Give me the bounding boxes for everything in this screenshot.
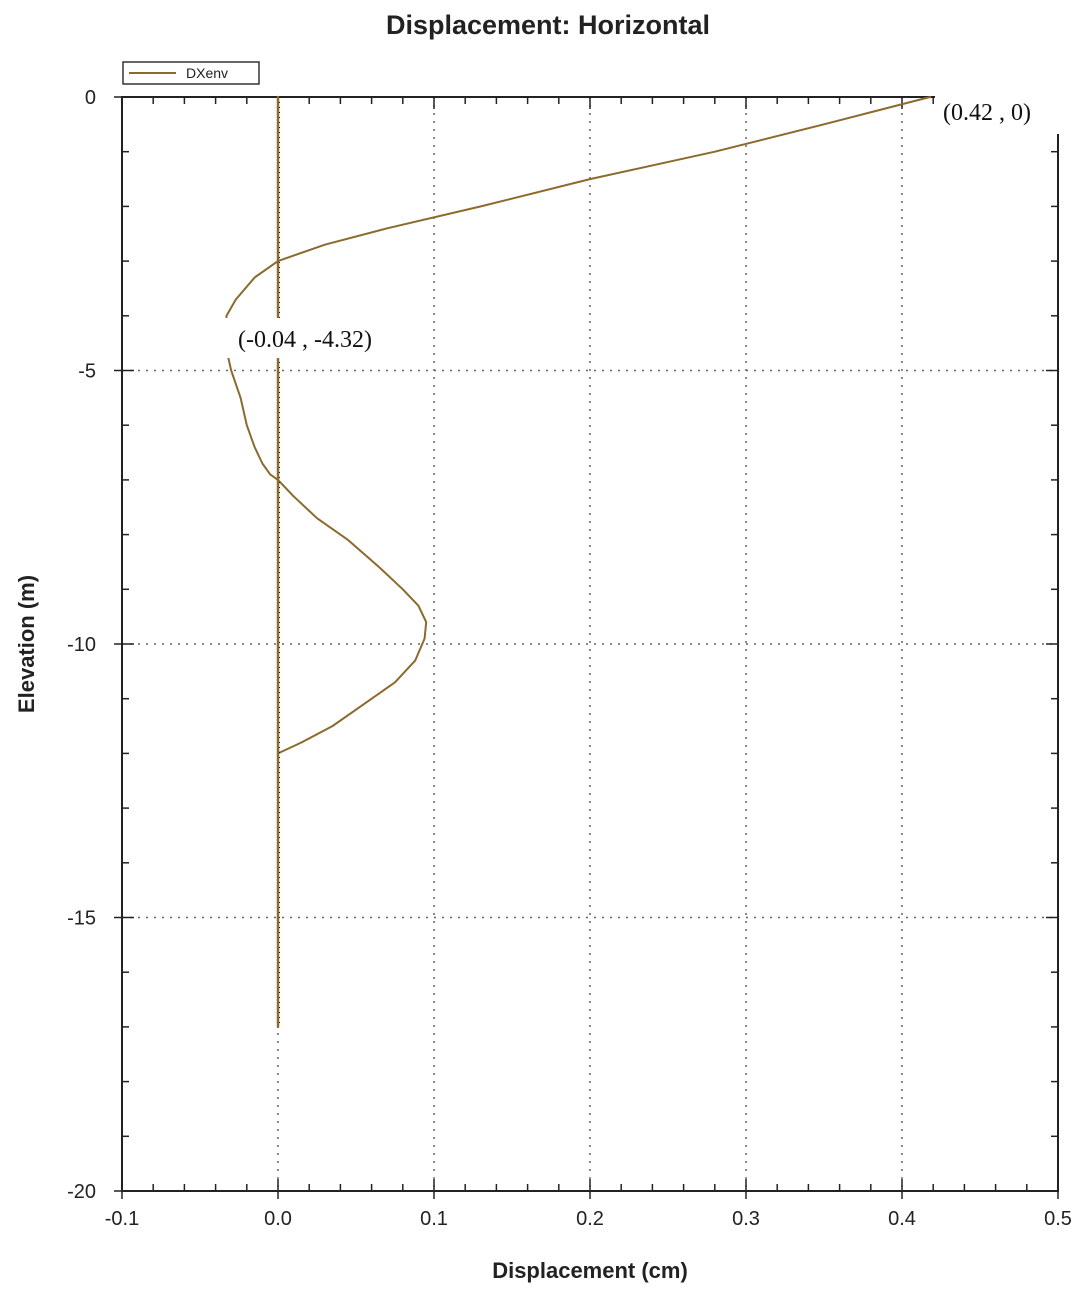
x-tick-label: 0.5 xyxy=(1044,1208,1072,1230)
x-axis-label: Displacement (cm) xyxy=(492,1258,688,1283)
x-tick-label: 0.2 xyxy=(576,1208,604,1230)
annotation-min-bg xyxy=(222,318,420,358)
y-tick-label: -10 xyxy=(67,634,96,656)
series-line-dxenv xyxy=(224,96,932,755)
annotation-max: (0.42 , 0) xyxy=(943,100,1031,126)
x-tick-label: -0.1 xyxy=(105,1208,139,1230)
plot-area-frame xyxy=(121,96,1059,1192)
legend-box xyxy=(122,61,260,85)
y-tick-label: -15 xyxy=(67,908,96,930)
y-tick-label: -20 xyxy=(67,1181,96,1203)
axis-ticks xyxy=(114,96,1059,1199)
x-tick-label: 0.4 xyxy=(888,1208,916,1230)
x-tick-label: 0.0 xyxy=(264,1208,292,1230)
y-tick-labels: 0 -5 -10 -15 -20 xyxy=(67,87,96,1203)
series-layer xyxy=(224,95,932,1029)
legend-label: DXenv xyxy=(186,65,228,81)
chart-title: Displacement: Horizontal xyxy=(386,10,710,40)
annotation-max-bg xyxy=(935,90,1060,134)
annotations: (0.42 , 0) (-0.04 , -4.32) xyxy=(222,90,1060,358)
legend: DXenv xyxy=(122,61,260,85)
x-tick-labels: -0.1 0.0 0.1 0.2 0.3 0.4 0.5 xyxy=(105,1208,1072,1230)
annotation-min: (-0.04 , -4.32) xyxy=(238,327,372,353)
grid xyxy=(122,97,1058,1191)
y-tick-label: -5 xyxy=(78,361,96,383)
x-tick-label: 0.1 xyxy=(420,1208,448,1230)
y-axis-label: Elevation (m) xyxy=(14,575,39,713)
x-tick-label: 0.3 xyxy=(732,1208,760,1230)
y-tick-label: 0 xyxy=(85,87,96,109)
